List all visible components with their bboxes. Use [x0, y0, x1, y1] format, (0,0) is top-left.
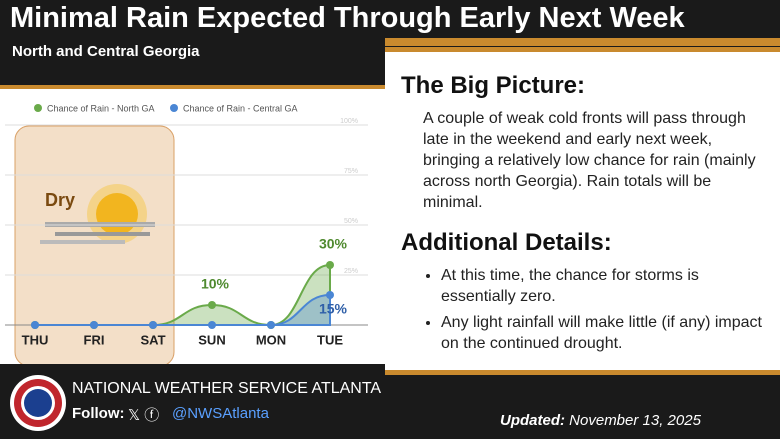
org: NATIONAL WEATHER SERVICE ATLANTA: [72, 380, 382, 397]
updated: Updated: November 13, 2025: [500, 412, 701, 429]
heading: The Big Picture:: [401, 72, 586, 99]
value-label: 10%: [201, 276, 230, 292]
legend-label: Chance of Rain - North GA: [47, 103, 155, 113]
point: [326, 261, 334, 269]
social-icons: 𝕏 ⓕ: [128, 407, 160, 424]
title: Minimal Rain Expected Through Early Next…: [10, 2, 685, 34]
updated-label: Updated:: [500, 412, 565, 429]
paragraph: A couple of weak cold fronts will pass t…: [423, 110, 756, 211]
footer: NATIONAL WEATHER SERVICE ATLANTA Follow:…: [0, 368, 780, 439]
point: [90, 321, 98, 329]
y-tick-label: 25%: [344, 268, 358, 275]
point: [267, 321, 275, 329]
y-tick-label: 75%: [344, 168, 358, 175]
bullet: Any light rainfall will make little (if …: [441, 312, 764, 354]
point: [149, 321, 157, 329]
point: [326, 291, 334, 299]
logo: [10, 375, 66, 431]
chart: Dry 25% 50% 75% 100% 10% 30% Chance of Rain - …: [5, 103, 368, 367]
bullets: At this time, the chance for storms is e…: [401, 265, 764, 354]
updated-date: November 13, 2025: [569, 412, 701, 429]
legend-dot: [34, 104, 42, 112]
y-tick-label: 100%: [340, 118, 358, 125]
annotation: Dry: [45, 190, 75, 210]
accent: [385, 38, 780, 46]
x-tick-label: SAT: [140, 332, 165, 347]
x-tick-label: THU: [22, 332, 49, 347]
subtitle: North and Central Georgia: [12, 43, 200, 60]
point: [208, 301, 216, 309]
legend-label: Chance of Rain - Central GA: [183, 103, 298, 113]
text-panel: The Big Picture: A couple of weak cold f…: [385, 47, 780, 375]
legend-dot: [170, 104, 178, 112]
handle[interactable]: @NWSAtlanta: [172, 405, 269, 422]
x-tick-label: MON: [256, 332, 286, 347]
point: [208, 321, 216, 329]
x-tick-label: SUN: [198, 332, 225, 347]
follow: Follow:: [72, 405, 125, 422]
chart-panel: Dry 25% 50% 75% 100% 10% 30% Chance of Rain - …: [0, 85, 385, 367]
value-label: 15%: [319, 301, 348, 317]
point: [31, 321, 39, 329]
value-label: 30%: [319, 236, 348, 252]
bullet: At this time, the chance for storms is e…: [441, 265, 764, 307]
y-tick-label: 50%: [344, 218, 358, 225]
x-tick-label: FRI: [84, 332, 105, 347]
heading: Additional Details:: [401, 229, 612, 256]
x-tick-label: TUE: [317, 332, 343, 347]
